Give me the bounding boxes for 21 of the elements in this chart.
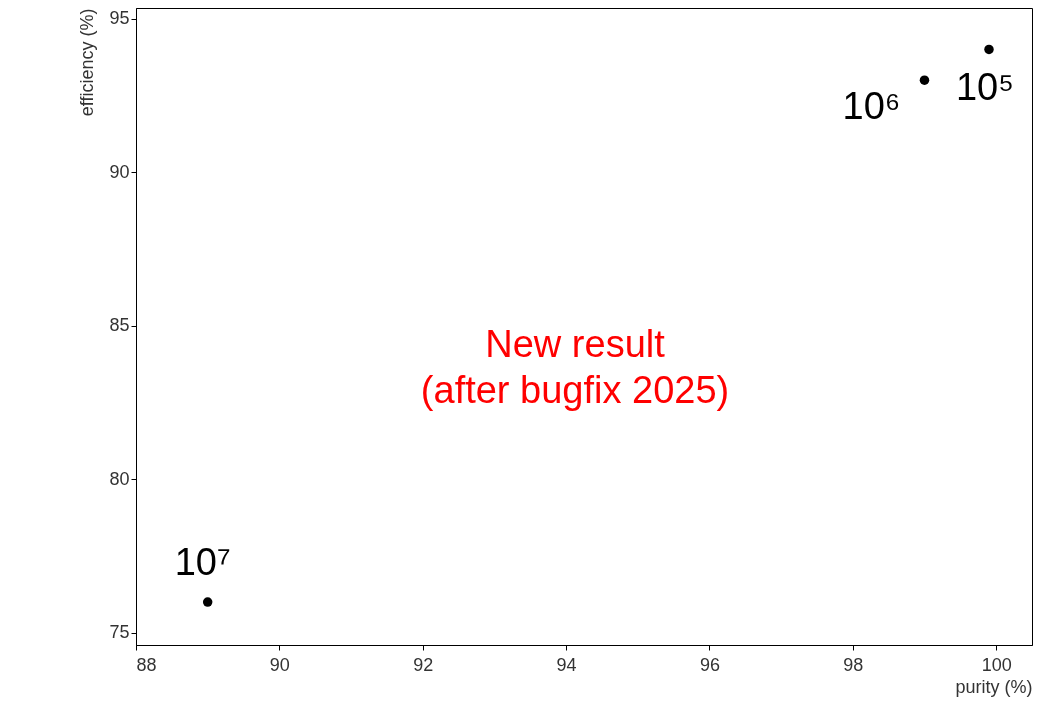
x-tick-label: 88 (136, 654, 157, 675)
point (984, 44, 994, 55)
x-tick-label: 98 (843, 654, 864, 675)
x-axis-title: purity (%) (955, 676, 1033, 697)
point (202, 597, 213, 607)
y-tick-label: 95 (109, 8, 130, 29)
x-tick-label: 90 (269, 654, 290, 675)
x-tick-label: 100 (981, 654, 1012, 675)
annotation: 10⁶ (842, 85, 901, 128)
annotation: 10⁷ (174, 541, 231, 584)
x-tick-label: 94 (556, 654, 577, 675)
x-tick-label: 92 (413, 654, 434, 675)
annotation: 10⁵ (955, 66, 1015, 109)
y-tick-label: 90 (109, 161, 130, 182)
annotation: New result (after bugfix 2025) (420, 322, 730, 411)
y-tick-label: 85 (109, 315, 130, 336)
y-tick-label: 80 (109, 468, 130, 489)
x-tick-label: 96 (699, 654, 720, 675)
y-tick-label: 75 (109, 622, 130, 643)
y-axis-title: efficiency (%) (77, 8, 98, 117)
point (919, 75, 930, 85)
